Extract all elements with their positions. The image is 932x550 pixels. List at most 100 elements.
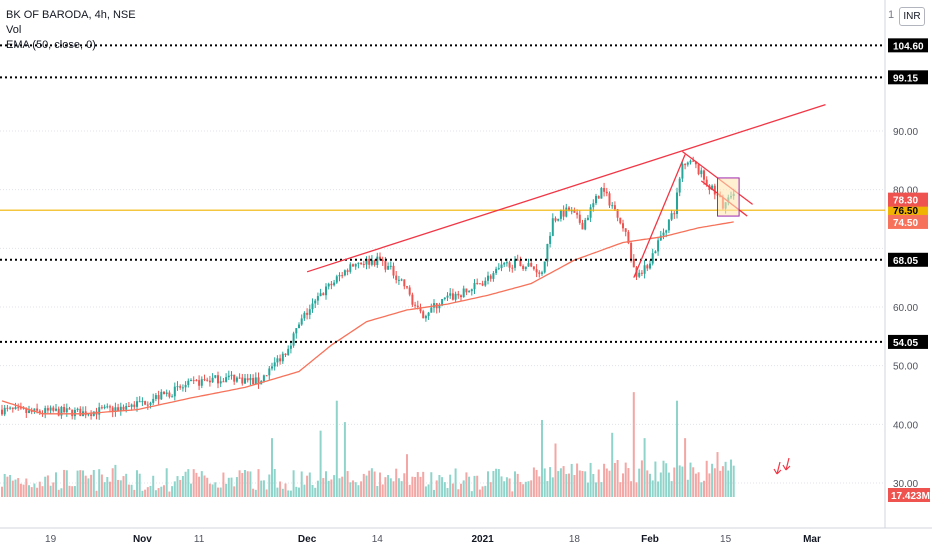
candle-body <box>141 401 144 403</box>
volume-bar <box>468 476 471 497</box>
price-tick-label: 50.00 <box>893 362 918 373</box>
volume-bar <box>330 479 333 497</box>
volume-bar <box>595 482 597 497</box>
candle-body <box>392 265 395 276</box>
chart-legend: BK OF BARODA, 4h, NSE Vol EMA (50, close… <box>6 8 136 53</box>
candle-body <box>254 377 257 385</box>
volume-bar <box>657 481 660 497</box>
candle-body <box>622 223 624 229</box>
volume-bar <box>511 491 514 497</box>
volume-bar <box>462 480 465 497</box>
volume-bar <box>333 475 336 497</box>
volume-bar <box>430 472 433 497</box>
candle-body <box>281 353 284 362</box>
volume-bar <box>327 480 330 497</box>
annotation-arrow <box>773 461 782 475</box>
volume-bar <box>457 489 460 497</box>
volume-bar <box>276 487 279 497</box>
volume-bar <box>516 473 519 497</box>
volume-bar <box>546 481 549 497</box>
candle-body <box>368 258 371 265</box>
volume-bar <box>624 462 627 497</box>
volume-bar <box>163 485 165 497</box>
candle-body <box>646 265 649 269</box>
candle-body <box>397 279 400 281</box>
volume-bar <box>322 478 325 497</box>
volume-bar <box>557 471 560 497</box>
volume-bar <box>279 481 282 497</box>
candle-body <box>541 272 543 274</box>
currency-button[interactable]: INR <box>899 7 925 26</box>
volume-bar <box>316 480 319 497</box>
volume-bar <box>478 489 481 497</box>
volume-bar <box>338 478 341 497</box>
volume-bar <box>414 476 417 497</box>
legend-volume[interactable]: Vol <box>6 24 22 36</box>
candle-body <box>160 391 163 400</box>
volume-bar <box>630 481 633 497</box>
volume-bar <box>41 486 44 497</box>
volume-bar <box>127 484 130 497</box>
volume-bar <box>308 472 311 497</box>
volume-bar <box>144 489 147 497</box>
volume-bar <box>154 490 157 497</box>
volume-bar <box>643 438 646 497</box>
candle-body <box>233 374 236 382</box>
time-axis[interactable]: 19 Nov 11 Dec 14 2021 18 Feb 15 Mar <box>45 534 821 545</box>
volume-bar <box>600 482 603 497</box>
volume-bar <box>168 491 171 497</box>
candle-body <box>106 406 109 408</box>
volume-bar <box>503 481 506 497</box>
candle-body <box>465 288 468 293</box>
volume-bar <box>352 480 354 497</box>
volume-bar <box>570 463 573 497</box>
volume-bar <box>149 485 152 497</box>
candle-body <box>478 283 481 285</box>
candle-body <box>146 404 149 406</box>
volume-bar <box>203 475 206 497</box>
candle-body <box>703 170 705 180</box>
volume-bar <box>422 471 425 497</box>
volume-bar <box>700 482 703 497</box>
volume-bar <box>136 470 138 497</box>
volume-bar <box>84 475 87 497</box>
candle-body <box>565 207 568 217</box>
volume-bar <box>238 470 241 497</box>
volume-bar <box>14 479 17 497</box>
candle-body <box>295 328 298 334</box>
candle-body <box>470 289 473 292</box>
candle-body <box>379 256 381 260</box>
candle-body <box>136 401 138 407</box>
volume-bar <box>659 472 662 497</box>
volume-bar <box>3 473 6 497</box>
candle-body <box>406 286 408 288</box>
candle-body <box>508 262 511 268</box>
candlesticks <box>1 156 735 420</box>
candle-body <box>667 219 670 231</box>
candle-body <box>484 280 487 286</box>
volume-bar <box>716 452 719 497</box>
candle-body <box>90 414 93 416</box>
candle-body <box>46 408 49 411</box>
candle-body <box>330 283 333 286</box>
volume-bar <box>55 472 57 497</box>
volume-bar <box>689 462 692 497</box>
volume-bar <box>524 481 527 497</box>
legend-ema[interactable]: EMA (50, close, 0) <box>6 39 96 51</box>
candle-body <box>149 402 152 405</box>
price-axis[interactable]: 30.00 40.00 50.00 60.00 80.00 90.00 104.60 99.1… <box>888 38 930 502</box>
candle-body <box>692 160 695 162</box>
volume-bar <box>114 464 117 497</box>
volume-bar <box>173 481 176 497</box>
candle-body <box>619 217 622 224</box>
candle-body <box>422 311 425 319</box>
volume-bar <box>584 471 587 497</box>
candle-body <box>225 377 228 382</box>
candle-body <box>55 408 57 411</box>
legend-symbol[interactable]: BK OF BARODA, 4h, NSE <box>6 9 136 21</box>
volume-bar <box>443 482 446 497</box>
candle-body <box>611 205 614 207</box>
time-tick-label: 18 <box>569 534 581 545</box>
candle-body <box>570 210 573 212</box>
